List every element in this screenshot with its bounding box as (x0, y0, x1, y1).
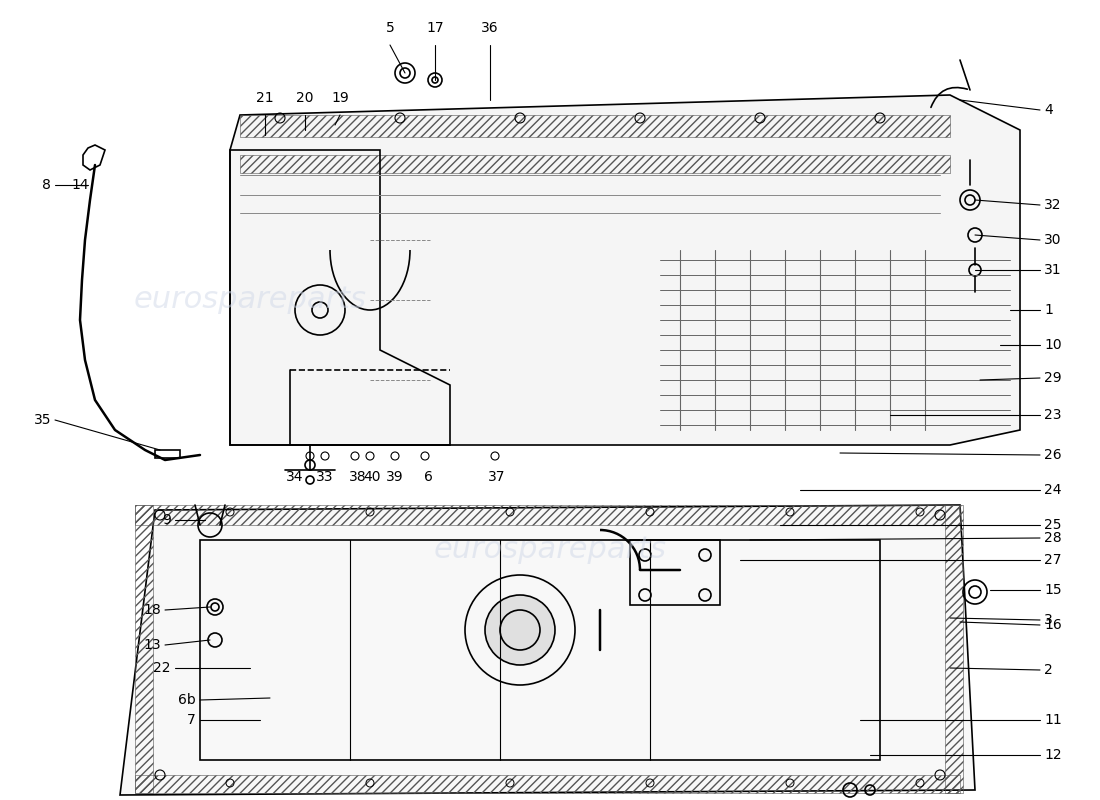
Text: 6b: 6b (178, 693, 196, 707)
Text: 38: 38 (349, 470, 366, 484)
Circle shape (485, 595, 556, 665)
Text: 27: 27 (1044, 553, 1061, 567)
Text: 37: 37 (488, 470, 506, 484)
Text: 4: 4 (1044, 103, 1053, 117)
Text: 29: 29 (1044, 371, 1061, 385)
Text: 36: 36 (481, 21, 498, 35)
Text: 30: 30 (1044, 233, 1061, 247)
Text: 7: 7 (187, 713, 196, 727)
Text: 5: 5 (386, 21, 395, 35)
Text: 9: 9 (162, 513, 170, 527)
Text: 14: 14 (72, 178, 89, 192)
Text: 12: 12 (1044, 748, 1061, 762)
Bar (135, 505, 960, 525)
Polygon shape (230, 95, 1020, 445)
Text: 23: 23 (1044, 408, 1061, 422)
Text: 8: 8 (42, 178, 51, 192)
Text: 3: 3 (1044, 613, 1053, 627)
Text: 20: 20 (296, 91, 314, 105)
Bar (135, 775, 960, 793)
Bar (240, 115, 950, 137)
Bar (200, 540, 880, 760)
Text: eurospareparts: eurospareparts (133, 286, 366, 314)
Bar (630, 540, 720, 605)
Text: 21: 21 (256, 91, 274, 105)
Text: 35: 35 (33, 413, 51, 427)
Text: 6: 6 (424, 470, 432, 484)
Text: 13: 13 (143, 638, 161, 652)
Text: 18: 18 (143, 603, 161, 617)
Text: 17: 17 (426, 21, 443, 35)
Text: 19: 19 (331, 91, 349, 105)
Text: 22: 22 (154, 661, 170, 675)
Text: 24: 24 (1044, 483, 1061, 497)
Text: 25: 25 (1044, 518, 1061, 532)
Text: 28: 28 (1044, 531, 1061, 545)
Text: 26: 26 (1044, 448, 1061, 462)
Text: 34: 34 (286, 470, 304, 484)
Text: 10: 10 (1044, 338, 1061, 352)
Bar (945, 505, 962, 793)
Polygon shape (120, 505, 975, 795)
Text: 40: 40 (363, 470, 381, 484)
Text: 15: 15 (1044, 583, 1061, 597)
Text: 39: 39 (386, 470, 404, 484)
Text: eurospareparts: eurospareparts (433, 535, 667, 565)
Bar (240, 155, 950, 173)
Text: 32: 32 (1044, 198, 1061, 212)
Text: 31: 31 (1044, 263, 1061, 277)
Bar (155, 450, 180, 458)
Text: 11: 11 (1044, 713, 1061, 727)
Bar (135, 505, 153, 793)
Polygon shape (82, 145, 104, 170)
Text: 33: 33 (317, 470, 333, 484)
Text: 1: 1 (1044, 303, 1053, 317)
Text: 2: 2 (1044, 663, 1053, 677)
Text: 16: 16 (1044, 618, 1061, 632)
